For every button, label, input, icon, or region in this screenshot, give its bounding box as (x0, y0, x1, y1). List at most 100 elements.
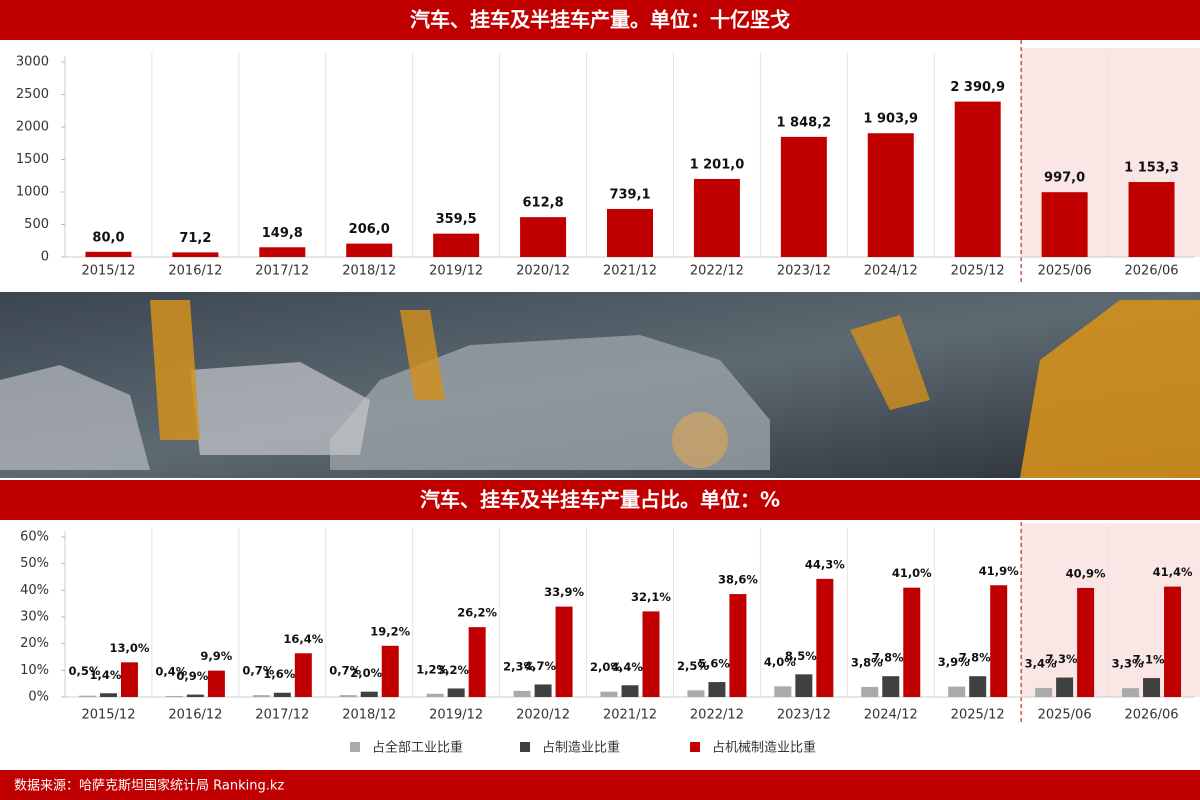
value-label: 4,0% (764, 655, 796, 669)
bar (990, 585, 1008, 697)
value-label: 2,3% (503, 659, 535, 673)
x-tick-label: 2023/12 (777, 708, 831, 723)
x-tick-label: 2019/12 (429, 708, 483, 723)
x-tick-label: 2018/12 (342, 708, 396, 723)
bar (207, 670, 225, 697)
bar (687, 690, 705, 697)
y-tick-label: 50% (20, 556, 49, 571)
legend-swatch (350, 742, 360, 752)
bar (252, 695, 270, 697)
value-label: 0,9% (176, 669, 208, 683)
x-tick-label: 2018/12 (342, 264, 396, 279)
value-label: 2,5% (677, 659, 709, 673)
value-label: 0,4% (155, 664, 187, 678)
value-label: 359,5 (436, 212, 477, 227)
value-label: 997,0 (1044, 171, 1085, 186)
value-label: 5,6% (698, 657, 730, 671)
value-label: 0,7% (329, 664, 361, 678)
value-label: 33,9% (544, 585, 584, 599)
bar (948, 686, 966, 697)
bar (882, 676, 900, 697)
value-label: 149,8 (262, 226, 303, 241)
x-tick-label: 2022/12 (690, 708, 744, 723)
x-tick-label: 2023/12 (777, 264, 831, 279)
y-tick-label: 3000 (16, 55, 49, 70)
value-label: 44,3% (805, 557, 845, 571)
y-tick-label: 0 (41, 250, 49, 265)
factory-photo (0, 292, 1200, 478)
bar (795, 674, 813, 697)
x-tick-label: 2024/12 (864, 708, 918, 723)
value-label: 3,8% (851, 655, 883, 669)
value-label: 2 390,9 (950, 80, 1005, 95)
value-label: 1 903,9 (863, 112, 918, 127)
value-label: 2,0% (590, 660, 622, 674)
y-tick-label: 60% (20, 530, 49, 545)
x-tick-label: 2019/12 (429, 264, 483, 279)
bar (273, 692, 291, 697)
legend-label: 占全部工业比重 (372, 740, 463, 756)
bar (1164, 586, 1182, 697)
bar (861, 686, 879, 697)
value-label: 13,0% (110, 641, 150, 655)
bar (1122, 688, 1140, 697)
value-label: 40,9% (1066, 566, 1106, 580)
x-tick-label: 2017/12 (255, 264, 309, 279)
bar (346, 243, 393, 257)
bar (433, 233, 480, 257)
bar (621, 685, 639, 697)
value-label: 1 848,2 (776, 115, 831, 130)
value-label: 7,8% (959, 651, 991, 665)
y-tick-label: 20% (20, 636, 49, 651)
bar (172, 252, 219, 257)
x-tick-label: 2016/12 (168, 264, 222, 279)
value-label: 80,0 (92, 230, 124, 245)
value-label: 7,8% (872, 651, 904, 665)
x-tick-label: 2022/12 (690, 264, 744, 279)
legend-label: 占制造业比重 (542, 740, 620, 756)
x-tick-label: 2021/12 (603, 264, 657, 279)
x-tick-label: 2024/12 (864, 264, 918, 279)
legend-label: 占机械制造业比重 (712, 740, 816, 756)
value-label: 2,0% (350, 666, 382, 680)
footer-band (0, 770, 1200, 800)
y-tick-label: 2000 (16, 120, 49, 135)
bar (555, 606, 573, 697)
y-tick-label: 1500 (16, 152, 49, 167)
y-tick-label: 1000 (16, 185, 49, 200)
value-label: 1 201,0 (690, 157, 745, 172)
bar (1041, 192, 1088, 257)
y-tick-label: 40% (20, 583, 49, 598)
bar (186, 694, 204, 697)
value-label: 3,3% (1112, 657, 1144, 671)
x-tick-label: 2015/12 (81, 708, 135, 723)
source-note: 数据来源：哈萨克斯坦国家统计局 Ranking.kz (14, 778, 284, 794)
value-label: 41,0% (892, 566, 932, 580)
bar (903, 587, 921, 697)
value-label: 19,2% (370, 624, 410, 638)
value-label: 1,4% (90, 668, 122, 682)
bar (600, 691, 618, 697)
bar (642, 611, 660, 697)
value-label: 16,4% (283, 632, 323, 646)
value-label: 3,2% (437, 663, 469, 677)
y-tick-label: 10% (20, 663, 49, 678)
value-label: 7,1% (1133, 653, 1165, 667)
bar (381, 645, 399, 697)
value-label: 8,5% (785, 649, 817, 663)
bar (534, 684, 552, 697)
bar (1056, 677, 1074, 697)
x-tick-label: 2020/12 (516, 708, 570, 723)
bar (1035, 687, 1053, 697)
bar (1143, 678, 1161, 697)
x-tick-label: 2020/12 (516, 264, 570, 279)
value-label: 3,9% (938, 655, 970, 669)
bar (447, 688, 465, 697)
value-label: 41,4% (1153, 565, 1193, 579)
value-label: 1,2% (416, 662, 448, 676)
x-tick-label: 2025/06 (1038, 264, 1092, 279)
y-tick-label: 500 (24, 217, 49, 232)
value-label: 26,2% (457, 606, 497, 620)
bar (816, 578, 834, 697)
